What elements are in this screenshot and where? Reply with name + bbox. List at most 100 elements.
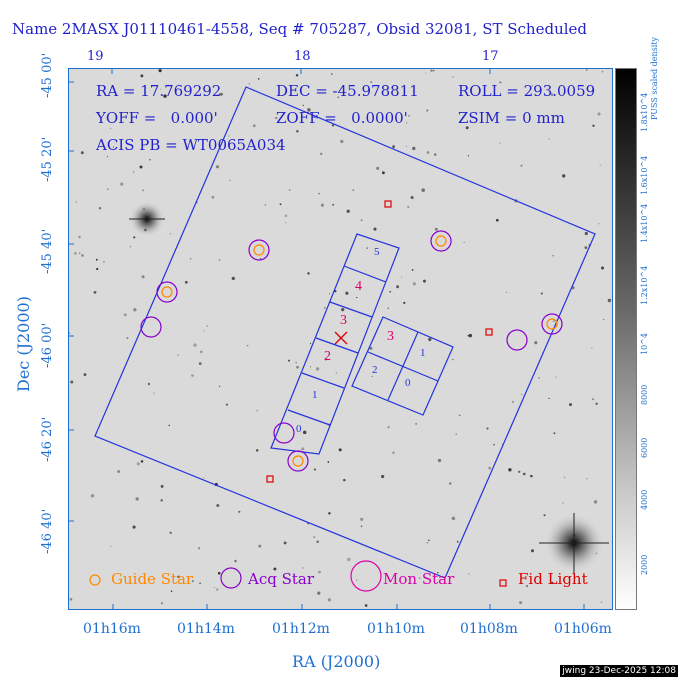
- background-star: [229, 179, 231, 181]
- background-star: [141, 275, 145, 279]
- background-star: [255, 449, 259, 452]
- background-star: [142, 189, 145, 192]
- background-star: [433, 153, 437, 156]
- background-star: [340, 139, 344, 144]
- aimpoint-marker: [334, 331, 348, 345]
- background-star: [592, 398, 595, 401]
- background-star: [548, 138, 550, 140]
- background-star: [275, 116, 278, 120]
- fid-light: [266, 475, 274, 483]
- background-star: [256, 410, 258, 412]
- chip-label-i0: 0: [405, 377, 411, 389]
- background-star: [160, 484, 164, 488]
- background-star: [599, 164, 601, 166]
- background-star: [428, 337, 432, 342]
- background-star: [107, 188, 109, 190]
- background-star: [169, 531, 172, 534]
- background-star: [264, 203, 267, 206]
- background-star: [75, 201, 77, 203]
- background-star: [184, 280, 188, 284]
- background-star: [129, 246, 132, 248]
- background-star: [452, 76, 454, 78]
- acq-star: [140, 316, 162, 338]
- background-star: [327, 598, 332, 602]
- background-star: [488, 466, 492, 470]
- background-star: [80, 151, 84, 155]
- background-star: [540, 292, 543, 295]
- background-star: [123, 313, 127, 317]
- background-star: [369, 346, 373, 350]
- background-star: [597, 112, 601, 116]
- background-star: [486, 427, 489, 430]
- background-star: [313, 536, 316, 539]
- chip-label-1: 1: [312, 389, 318, 401]
- background-star: [117, 470, 121, 473]
- background-star: [493, 443, 495, 446]
- info-ra: RA = 17.769292: [96, 82, 222, 100]
- legend-mon-icon: [350, 560, 382, 592]
- acq-star: [506, 329, 528, 351]
- background-star: [295, 74, 299, 77]
- background-star: [163, 94, 167, 98]
- background-star: [126, 337, 129, 340]
- background-star: [586, 478, 588, 480]
- top-tick-17: 17: [482, 49, 499, 64]
- background-star: [592, 124, 595, 127]
- background-star: [600, 601, 603, 603]
- background-star: [552, 254, 554, 257]
- legend-acq-label: Acq Star: [248, 570, 315, 588]
- background-star: [392, 145, 395, 149]
- background-star: [468, 573, 470, 575]
- top-tick-18: 18: [294, 49, 311, 64]
- background-star: [452, 358, 454, 361]
- background-star: [456, 540, 459, 543]
- background-star: [132, 525, 136, 529]
- background-star: [140, 460, 144, 463]
- background-star: [211, 195, 215, 199]
- background-star: [521, 394, 523, 396]
- background-star: [284, 214, 288, 218]
- background-star: [309, 366, 312, 368]
- background-star: [601, 71, 604, 73]
- background-star: [593, 500, 598, 504]
- guide-star: [435, 235, 447, 247]
- background-star: [133, 236, 136, 239]
- info-dec: DEC = -45.978811: [276, 82, 419, 100]
- background-star: [437, 458, 442, 463]
- background-star: [551, 581, 554, 584]
- background-star: [296, 365, 299, 369]
- background-star: [120, 182, 124, 186]
- fid-light: [384, 200, 392, 208]
- background-star: [511, 400, 515, 404]
- ra-tick-1: 01h16m: [83, 621, 141, 637]
- background-star: [332, 203, 335, 206]
- background-star: [346, 209, 350, 213]
- background-star: [216, 503, 220, 508]
- background-star: [410, 195, 414, 200]
- legend-acq-icon: [220, 567, 242, 589]
- background-star: [323, 306, 326, 309]
- background-star: [603, 318, 605, 320]
- background-star: [136, 462, 140, 466]
- background-star: [568, 403, 573, 407]
- background-star: [437, 571, 439, 574]
- background-star: [78, 235, 81, 239]
- background-star: [411, 269, 414, 271]
- acis-s-array: [270, 233, 400, 455]
- background-star: [337, 96, 340, 99]
- dec-tick-6: -46 40': [40, 508, 55, 554]
- background-star: [252, 124, 256, 128]
- background-star: [335, 372, 337, 374]
- background-star: [288, 359, 290, 362]
- colorbar: [615, 68, 637, 610]
- background-star: [320, 152, 323, 156]
- background-star: [302, 430, 307, 435]
- background-star: [598, 223, 600, 225]
- background-star: [248, 83, 250, 85]
- background-star: [314, 468, 316, 471]
- background-star: [103, 261, 105, 263]
- dec-tick-5: -46 20': [40, 416, 55, 462]
- background-star: [301, 447, 305, 451]
- background-star: [257, 78, 260, 80]
